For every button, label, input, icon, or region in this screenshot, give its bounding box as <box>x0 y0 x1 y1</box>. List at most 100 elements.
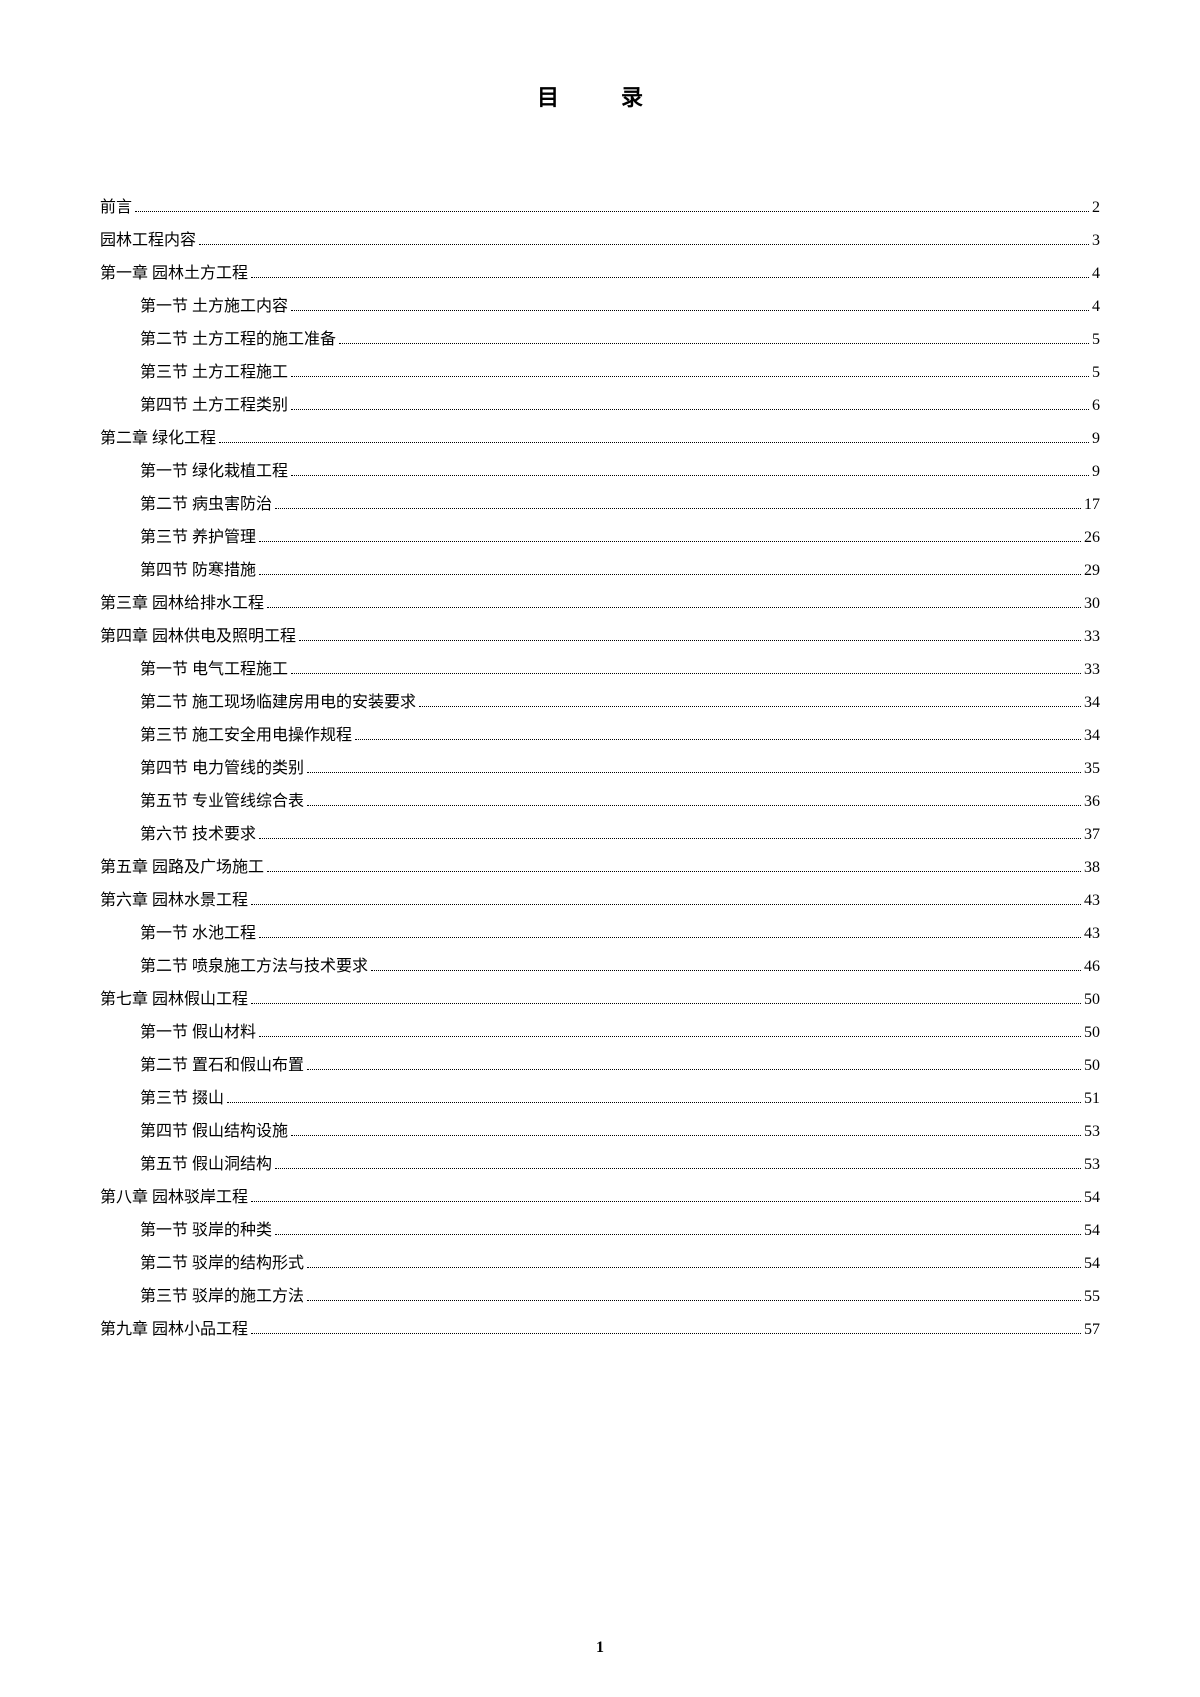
toc-dots <box>259 838 1081 839</box>
toc-entry-page: 4 <box>1092 258 1100 290</box>
toc-entry-label: 前言 <box>100 192 132 224</box>
toc-entry-label: 第一节 土方施工内容 <box>140 291 288 323</box>
toc-entry-label: 第一节 水池工程 <box>140 918 256 950</box>
toc-dots <box>291 310 1089 311</box>
toc-dots <box>299 640 1081 641</box>
toc-title: 目 录 <box>100 80 1100 112</box>
toc-entry-label: 第七章 园林假山工程 <box>100 984 248 1016</box>
toc-entry-page: 55 <box>1084 1281 1100 1313</box>
toc-entry-page: 3 <box>1092 225 1100 257</box>
toc-entry-label: 第五节 专业管线综合表 <box>140 786 304 818</box>
toc-entry-label: 第二节 土方工程的施工准备 <box>140 324 336 356</box>
toc-entry-label: 第二章 绿化工程 <box>100 423 216 455</box>
toc-entry: 第五节 专业管线综合表 36 <box>100 786 1100 818</box>
toc-dots <box>135 211 1089 212</box>
toc-entry-label: 第五节 假山洞结构 <box>140 1149 272 1181</box>
toc-entry-page: 9 <box>1092 423 1100 455</box>
toc-entry-page: 9 <box>1092 456 1100 488</box>
toc-entry: 第八章 园林驳岸工程 54 <box>100 1182 1100 1214</box>
toc-entry: 第二节 置石和假山布置50 <box>100 1050 1100 1082</box>
toc-entry: 第四节 防寒措施29 <box>100 555 1100 587</box>
toc-entry-label: 第一节 绿化栽植工程 <box>140 456 288 488</box>
toc-entry-label: 第八章 园林驳岸工程 <box>100 1182 248 1214</box>
toc-entry-label: 第四节 电力管线的类别 <box>140 753 304 785</box>
toc-dots <box>251 1201 1081 1202</box>
toc-dots <box>259 937 1081 938</box>
toc-entry-label: 第四节 防寒措施 <box>140 555 256 587</box>
toc-dots <box>291 475 1089 476</box>
toc-entry-label: 第三节 驳岸的施工方法 <box>140 1281 304 1313</box>
toc-entry: 第四章 园林供电及照明工程33 <box>100 621 1100 653</box>
toc-dots <box>291 673 1081 674</box>
toc-entry: 第三节 养护管理 26 <box>100 522 1100 554</box>
toc-entry: 第三节 施工安全用电操作规程 34 <box>100 720 1100 752</box>
toc-entry-page: 34 <box>1084 687 1100 719</box>
toc-entry-label: 第三节 养护管理 <box>140 522 256 554</box>
toc-dots <box>307 772 1081 773</box>
toc-entry-page: 51 <box>1084 1083 1100 1115</box>
toc-entry-label: 第九章 园林小品工程 <box>100 1314 248 1346</box>
toc-entry: 第二节 病虫害防治 17 <box>100 489 1100 521</box>
toc-entry: 第一节 土方施工内容4 <box>100 291 1100 323</box>
toc-dots <box>307 805 1081 806</box>
toc-entry-label: 第一节 驳岸的种类 <box>140 1215 272 1247</box>
toc-entry: 第三章 园林给排水工程30 <box>100 588 1100 620</box>
toc-dots <box>291 376 1089 377</box>
toc-dots <box>307 1069 1081 1070</box>
toc-entry-page: 5 <box>1092 324 1100 356</box>
toc-entry-page: 38 <box>1084 852 1100 884</box>
toc-entry-page: 37 <box>1084 819 1100 851</box>
toc-entry-label: 第三节 掇山 <box>140 1083 224 1115</box>
toc-dots <box>355 739 1081 740</box>
toc-entry-page: 46 <box>1084 951 1100 983</box>
toc-entry-page: 53 <box>1084 1116 1100 1148</box>
toc-entry-label: 第一节 假山材料 <box>140 1017 256 1049</box>
toc-entry: 第一节 假山材料 50 <box>100 1017 1100 1049</box>
toc-entry: 第三节 掇山 51 <box>100 1083 1100 1115</box>
toc-entry-label: 第二节 驳岸的结构形式 <box>140 1248 304 1280</box>
toc-dots <box>275 1168 1081 1169</box>
toc-entry-page: 54 <box>1084 1215 1100 1247</box>
toc-entry-label: 第一章 园林土方工程 <box>100 258 248 290</box>
toc-entry-page: 6 <box>1092 390 1100 422</box>
toc-entry-page: 33 <box>1084 621 1100 653</box>
toc-entry-page: 26 <box>1084 522 1100 554</box>
toc-dots <box>291 409 1089 410</box>
toc-entry: 园林工程内容 3 <box>100 225 1100 257</box>
toc-container: 前言 2 园林工程内容 3 第一章 园林土方工程 4第一节 土方施工内容4第二节 土方工程… <box>100 192 1100 1346</box>
toc-dots <box>267 871 1081 872</box>
toc-dots <box>251 904 1081 905</box>
toc-dots <box>259 574 1081 575</box>
toc-dots <box>259 541 1081 542</box>
toc-dots <box>267 607 1081 608</box>
toc-entry: 第六章 园林水景工程43 <box>100 885 1100 917</box>
toc-entry-page: 50 <box>1084 1017 1100 1049</box>
toc-entry: 第一节 绿化栽植工程 9 <box>100 456 1100 488</box>
toc-entry-label: 园林工程内容 <box>100 225 196 257</box>
toc-entry-page: 2 <box>1092 192 1100 224</box>
toc-entry-label: 第二节 置石和假山布置 <box>140 1050 304 1082</box>
toc-entry: 第五章 园路及广场施工38 <box>100 852 1100 884</box>
toc-entry: 第四节 土方工程类别 6 <box>100 390 1100 422</box>
toc-entry-page: 54 <box>1084 1182 1100 1214</box>
toc-dots <box>371 970 1081 971</box>
toc-dots <box>339 343 1089 344</box>
toc-entry-page: 34 <box>1084 720 1100 752</box>
toc-entry-page: 17 <box>1084 489 1100 521</box>
toc-entry-page: 43 <box>1084 918 1100 950</box>
toc-entry-label: 第三节 施工安全用电操作规程 <box>140 720 352 752</box>
toc-entry-label: 第二节 施工现场临建房用电的安装要求 <box>140 687 416 719</box>
toc-entry-page: 57 <box>1084 1314 1100 1346</box>
toc-dots <box>259 1036 1081 1037</box>
toc-entry: 第一节 驳岸的种类 54 <box>100 1215 1100 1247</box>
toc-dots <box>199 244 1089 245</box>
toc-entry-page: 36 <box>1084 786 1100 818</box>
toc-entry: 第二节 施工现场临建房用电的安装要求 34 <box>100 687 1100 719</box>
toc-entry-label: 第二节 病虫害防治 <box>140 489 272 521</box>
toc-entry: 第二节 土方工程的施工准备 5 <box>100 324 1100 356</box>
toc-entry-label: 第四节 土方工程类别 <box>140 390 288 422</box>
toc-entry-label: 第三章 园林给排水工程 <box>100 588 264 620</box>
toc-entry: 第三节 驳岸的施工方法 55 <box>100 1281 1100 1313</box>
toc-entry: 第一节 水池工程 43 <box>100 918 1100 950</box>
toc-entry-label: 第四节 假山结构设施 <box>140 1116 288 1148</box>
